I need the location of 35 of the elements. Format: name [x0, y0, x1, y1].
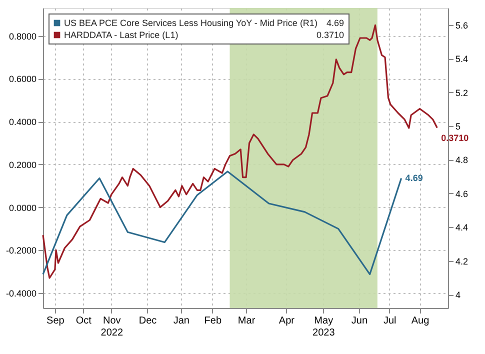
x-tick-label: Mar: [238, 316, 256, 326]
y-tick-label: 0.4000: [8, 117, 36, 128]
y2-tick-label: 4.2: [456, 256, 468, 266]
x-tick-label: Dec: [138, 316, 157, 326]
x-tick-label: Jan: [173, 316, 190, 326]
x-tick-label: Sep: [46, 316, 65, 326]
text: 4.69: [326, 18, 344, 28]
x-tick-label: May 2023: [312, 316, 336, 338]
y-tick-label: 0.6000: [8, 74, 36, 84]
x-tick-label: Aug: [411, 316, 430, 326]
y-tick-label: -0.4000: [6, 288, 36, 298]
x-tick-label: Feb: [204, 316, 222, 326]
x-tick-label: Jun: [351, 316, 368, 326]
y2-tick-label: 4.8: [456, 155, 468, 166]
x-tick-label: Apr: [278, 316, 296, 326]
y-tick-label: 0.0000: [8, 202, 36, 213]
y-tick-label: -0.2000: [6, 246, 36, 256]
y2-tick-label: 5.6: [456, 20, 468, 30]
y-tick-label: 0.8000: [8, 31, 36, 42]
x-tick-label: Jul: [383, 316, 396, 326]
line-series: [42, 170, 402, 276]
y2-tick-label: 4.4: [456, 222, 468, 233]
data-label: 0.3710: [441, 132, 469, 143]
y2-tick-label: 5.4: [456, 54, 468, 64]
y2-tick-label: 4.6: [456, 188, 468, 199]
y-tick-label: 0.2000: [8, 160, 36, 170]
data-label: 4.69: [405, 173, 423, 184]
legend-label: US BEA PCE Core Services Less Housing YoY - Mid Price (R1): [64, 18, 318, 28]
legend-label: HARDDATA - Last Price (L1): [64, 30, 178, 40]
text: 0.3710: [316, 30, 344, 40]
y2-tick-label: 5: [456, 121, 461, 132]
x-tick-label: Oct: [76, 316, 92, 326]
y2-tick-label: 4: [456, 290, 461, 300]
x-tick-label: Nov 2022: [100, 316, 124, 338]
y2-tick-label: 5.2: [456, 88, 468, 98]
